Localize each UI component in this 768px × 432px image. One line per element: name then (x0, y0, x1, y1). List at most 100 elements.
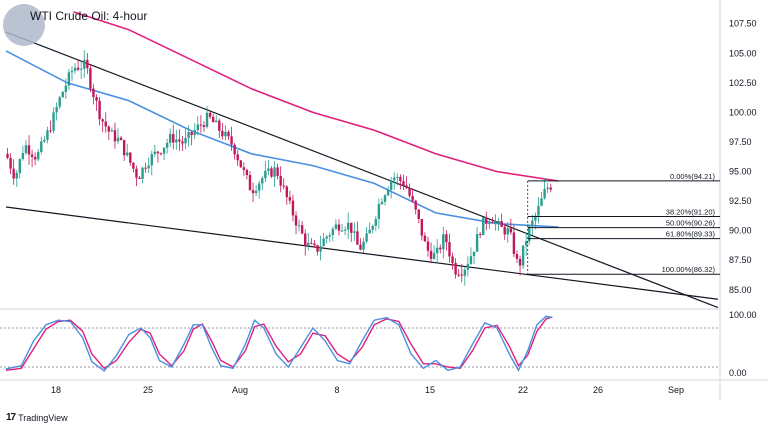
trendline (5, 31, 719, 309)
tradingview-logo-icon: 17 (6, 412, 16, 423)
candle-body (153, 151, 157, 155)
candle-body (356, 231, 359, 245)
candle-body (374, 218, 378, 226)
candle-body (64, 85, 68, 92)
candle-body (141, 167, 144, 180)
candle-body (340, 230, 344, 232)
candle-body (175, 139, 178, 143)
candle-body (193, 130, 196, 136)
fib-level-label: 61.80%(89.33) (666, 230, 716, 239)
candle-body (448, 242, 451, 257)
candle-body (202, 125, 206, 127)
brand-footer[interactable]: 17 TradingView (6, 412, 68, 423)
candle-body (267, 168, 270, 171)
candle-body (27, 145, 31, 155)
logo-badge (3, 4, 45, 46)
candle-body (129, 152, 132, 163)
candle-body (67, 72, 71, 86)
time-tick-label: 8 (334, 385, 339, 395)
candle-body (457, 274, 460, 276)
candle-body (33, 156, 37, 160)
candle-body (113, 130, 117, 142)
candle-body (205, 112, 209, 127)
price-tick-label: 92.50 (729, 196, 752, 206)
candle-body (159, 153, 163, 155)
candle-body (307, 242, 310, 246)
fib-level-label: 0.00%(94.21) (670, 172, 716, 181)
candle-body (21, 153, 25, 160)
candle-body (215, 120, 218, 123)
candle-body (70, 70, 74, 73)
candle-body (116, 137, 120, 142)
candle-body (233, 144, 236, 155)
candle-body (380, 201, 384, 205)
price-tick-label: 107.50 (729, 19, 757, 29)
candle-body (30, 154, 34, 157)
candle-body (300, 225, 304, 234)
candle-body (316, 245, 319, 252)
candle-body (389, 180, 393, 190)
candle-body (150, 154, 153, 166)
ma_slow-line (73, 11, 559, 182)
candle-body (475, 234, 479, 252)
stoch-d-line (5, 316, 553, 371)
candle-body (466, 263, 470, 270)
candle-body (187, 132, 190, 139)
candle-body (138, 177, 141, 180)
candle-body (491, 222, 494, 224)
candle-body (414, 200, 417, 210)
time-tick-label: Sep (668, 385, 684, 395)
trendline (5, 206, 719, 300)
candle-body (478, 234, 482, 236)
candle-body (537, 205, 540, 216)
candle-body (386, 189, 390, 196)
candle-body (24, 145, 28, 154)
brand-label: TradingView (18, 412, 68, 423)
candle-body (451, 256, 454, 263)
time-tick-label: 22 (518, 385, 528, 395)
candle-body (224, 131, 227, 137)
candle-body (184, 138, 187, 144)
candle-body (445, 234, 448, 243)
candle-body (518, 258, 522, 266)
candle-body (482, 217, 485, 236)
candle-body (156, 151, 160, 154)
chart-title: WTI Crude Oil: 4-hour (30, 9, 148, 23)
candle-body (371, 225, 374, 230)
candle-body (122, 140, 126, 156)
candle-body (245, 169, 249, 176)
candle-body (101, 119, 104, 122)
candle-body (227, 131, 230, 137)
candle-body (322, 238, 325, 247)
candle-body (503, 226, 506, 235)
candle-body (521, 245, 525, 266)
candle-body (107, 126, 111, 132)
candle-body (257, 183, 261, 191)
candle-body (6, 153, 9, 158)
candle-body (463, 269, 467, 276)
price-tick-label: 90.00 (729, 226, 752, 236)
candle-body (172, 134, 175, 143)
candle-body (524, 241, 528, 246)
candle-body (98, 100, 101, 120)
price-tick-label: 95.00 (729, 167, 752, 177)
candle-body (515, 254, 519, 259)
candle-body (405, 185, 408, 188)
candle-body (76, 67, 80, 70)
candle-body (162, 147, 166, 154)
stoch-k-line (5, 315, 553, 372)
candle-body (454, 262, 457, 275)
candle-body (534, 215, 537, 221)
candle-body (208, 112, 212, 117)
candle-body (393, 177, 396, 181)
candle-body (346, 222, 350, 230)
candle-body (512, 232, 516, 255)
candle-body (178, 139, 181, 142)
candle-body (297, 225, 301, 227)
candle-body (58, 97, 61, 107)
candle-body (248, 175, 252, 191)
candle-body (423, 235, 427, 242)
candle-body (442, 234, 445, 250)
candle-body (546, 187, 549, 189)
